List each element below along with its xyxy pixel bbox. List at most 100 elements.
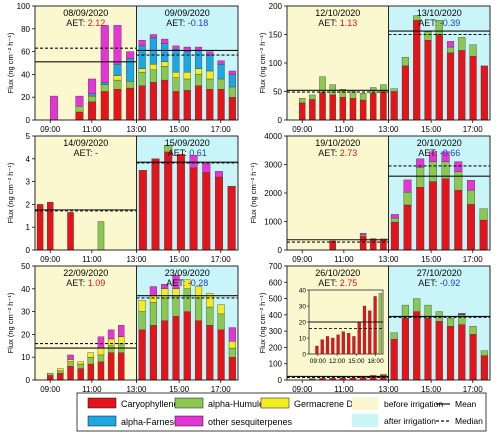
y-tick-label: 40 bbox=[21, 285, 30, 294]
bar-segment-farnesene bbox=[217, 63, 225, 80]
y-tick-label: 0 bbox=[278, 376, 283, 385]
bar-segment-other bbox=[172, 45, 180, 50]
y-tick-label: 300 bbox=[269, 327, 283, 336]
x-tick-label: 13:00 bbox=[378, 385, 399, 394]
inset-bar bbox=[336, 334, 340, 355]
bar-segment-caryophyllene bbox=[466, 204, 475, 251]
bar-segment-caryophyllene bbox=[309, 99, 316, 121]
x-tick-label: 15:00 bbox=[421, 125, 442, 134]
bar-segment-other bbox=[390, 214, 399, 219]
bar-segment-other bbox=[88, 78, 97, 94]
bar-segment-other bbox=[172, 274, 180, 289]
bar-segment-humulene bbox=[359, 93, 367, 101]
bar-segment-caryophyllene bbox=[428, 181, 437, 251]
x-tick-label: 11:00 bbox=[334, 385, 354, 394]
inset-y-tick-label: 40 bbox=[299, 288, 307, 295]
aet-prefix: AET: bbox=[66, 278, 88, 288]
bar-segment-other bbox=[183, 46, 191, 52]
x-tick-label: 11:00 bbox=[334, 125, 354, 134]
bar-segment-germacrene bbox=[172, 71, 180, 78]
x-tick-label: 15:00 bbox=[421, 255, 442, 264]
y-tick-label: 30 bbox=[21, 308, 30, 317]
x-tick-label: 17:00 bbox=[211, 125, 232, 134]
bar-segment-humulene bbox=[194, 74, 203, 86]
bar-segment-humulene bbox=[309, 94, 316, 100]
aet-prefix: AET: bbox=[318, 278, 340, 288]
bar-segment-caryophyllene bbox=[161, 79, 169, 121]
bar-segment-caryophyllene bbox=[390, 91, 398, 121]
inset-bar bbox=[362, 305, 367, 355]
bar-segment-humulene bbox=[458, 37, 466, 51]
bar-segment-caryophyllene bbox=[183, 90, 191, 121]
bar-segment-germacrene bbox=[206, 293, 214, 308]
bar-segment-humulene bbox=[446, 317, 455, 327]
bar-segment-caryophyllene bbox=[403, 204, 412, 251]
bar-segment-caryophyllene bbox=[480, 65, 488, 121]
aet-value: 1.09 bbox=[88, 278, 106, 288]
inset-x-tick-label: 09:00 bbox=[310, 358, 327, 365]
y-tick-label: 600 bbox=[269, 278, 283, 287]
y-tick-label: 1000 bbox=[264, 218, 282, 227]
bar-segment-caryophyllene bbox=[57, 372, 64, 381]
y-tick-label: 200 bbox=[269, 2, 283, 11]
bar-segment-other bbox=[458, 313, 466, 315]
bar-segment-caryophyllene bbox=[479, 219, 488, 251]
y-tick-label: 0 bbox=[26, 246, 31, 255]
bar-segment-humulene bbox=[380, 373, 387, 376]
y-tick-label: 20 bbox=[21, 330, 30, 339]
bar-segment-caryophyllene bbox=[214, 176, 223, 251]
inset-y-tick-label: 30 bbox=[299, 304, 307, 311]
bar-segment-humulene bbox=[416, 167, 425, 188]
bar-segment-germacrene bbox=[77, 361, 84, 365]
bar-segment-caryophyllene bbox=[390, 339, 398, 381]
y-tick-label: 4000 bbox=[264, 132, 282, 141]
aet-prefix: AET: bbox=[418, 18, 440, 28]
panel-date: 09/09/2020 bbox=[165, 8, 210, 18]
bar-segment-caryophyllene bbox=[469, 55, 477, 121]
y-tick-label: 500 bbox=[269, 295, 283, 304]
y-tick-label: 3000 bbox=[264, 161, 282, 170]
aet-value: 2.75 bbox=[340, 278, 358, 288]
bar-segment-caryophyllene bbox=[227, 185, 236, 251]
y-tick-label: 200 bbox=[269, 343, 283, 352]
legend-label-other: other sesquiterpenes bbox=[208, 417, 293, 427]
bar-segment-humulene bbox=[138, 311, 146, 331]
bar-segment-caryophyllene bbox=[97, 361, 105, 381]
y-tick-label: 1 bbox=[26, 223, 31, 232]
panel-date: 26/10/2020 bbox=[315, 268, 360, 278]
bar-segment-germacrene bbox=[107, 338, 115, 346]
inset-bar bbox=[315, 345, 319, 355]
inset-bar bbox=[347, 333, 351, 355]
y-tick-label: 4 bbox=[26, 155, 31, 164]
aet-prefix: AET: bbox=[166, 18, 188, 28]
bar-segment-germacrene bbox=[217, 304, 225, 315]
bar-segment-farnesene bbox=[100, 82, 109, 85]
y-axis-label: Flux (ng cm⁻² h⁻¹) bbox=[249, 162, 258, 223]
aet-prefix: AET: bbox=[73, 148, 95, 158]
bar-segment-humulene bbox=[469, 44, 477, 57]
bar-segment-caryophyllene bbox=[370, 93, 377, 121]
bar-segment-caryophyllene bbox=[458, 50, 466, 121]
legend-swatch-farnesene bbox=[87, 415, 117, 427]
x-tick-label: 11:00 bbox=[334, 255, 354, 264]
aet-prefix: AET: bbox=[318, 18, 340, 28]
bar-segment-other bbox=[118, 325, 125, 337]
bar-segment-germacrene bbox=[113, 75, 122, 81]
inset-x-tick-label: 12:00 bbox=[329, 358, 346, 365]
aet-label: AET: - bbox=[73, 148, 98, 158]
bar-segment-humulene bbox=[339, 89, 347, 98]
x-tick-label: 11:00 bbox=[82, 385, 102, 394]
bar-segment-caryophyllene bbox=[390, 221, 399, 251]
aet-label: AET: 1.13 bbox=[318, 18, 357, 28]
bar-segment-other bbox=[416, 158, 425, 168]
bar-segment-caryophyllene bbox=[469, 334, 477, 381]
aet-value: -0.39 bbox=[440, 18, 461, 28]
x-tick-label: 09:00 bbox=[292, 255, 313, 264]
bar-segment-germacrene bbox=[138, 300, 146, 312]
bar-segment-germacrene bbox=[138, 68, 146, 73]
bar-segment-caryophyllene bbox=[172, 91, 180, 121]
bar-segment-humulene bbox=[149, 302, 157, 326]
inset-x-tick-label: 15:00 bbox=[348, 358, 365, 365]
x-tick-label: 17:00 bbox=[211, 385, 232, 394]
x-tick-label: 13:00 bbox=[378, 255, 399, 264]
